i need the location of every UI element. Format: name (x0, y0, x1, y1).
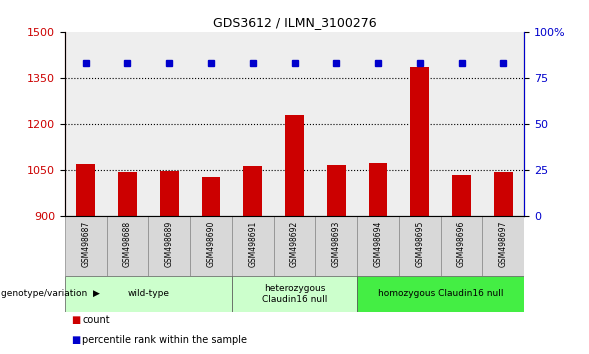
Text: GSM498692: GSM498692 (290, 221, 299, 267)
Text: GSM498697: GSM498697 (499, 221, 508, 267)
Bar (118, 172, 137, 216)
Text: GSM498690: GSM498690 (207, 221, 216, 267)
Bar (232, 216, 274, 276)
Bar (107, 216, 148, 276)
Bar (482, 216, 524, 276)
Text: GSM498689: GSM498689 (165, 221, 174, 267)
Text: GSM498693: GSM498693 (332, 221, 341, 267)
Bar (160, 171, 178, 216)
Bar (274, 216, 315, 276)
Bar (77, 164, 95, 216)
Text: genotype/variation  ▶: genotype/variation ▶ (1, 289, 100, 298)
Bar (452, 175, 471, 216)
Bar (285, 115, 304, 216)
Bar (399, 216, 441, 276)
Title: GDS3612 / ILMN_3100276: GDS3612 / ILMN_3100276 (213, 16, 376, 29)
Text: GSM498696: GSM498696 (457, 221, 466, 267)
Text: homozygous Claudin16 null: homozygous Claudin16 null (378, 289, 504, 298)
Bar (190, 216, 232, 276)
Bar (201, 177, 220, 216)
Bar (65, 276, 232, 312)
Bar (357, 276, 524, 312)
Text: GSM498695: GSM498695 (415, 221, 424, 267)
Bar (411, 67, 429, 216)
Text: GSM498687: GSM498687 (81, 221, 90, 267)
Bar (441, 216, 482, 276)
Text: GSM498688: GSM498688 (123, 221, 132, 267)
Text: ■: ■ (71, 335, 80, 344)
Text: GSM498694: GSM498694 (373, 221, 382, 267)
Bar (327, 165, 346, 216)
Bar (65, 216, 107, 276)
Bar (357, 216, 399, 276)
Bar (148, 216, 190, 276)
Bar (494, 172, 512, 216)
Text: heterozygous
Claudin16 null: heterozygous Claudin16 null (262, 284, 327, 303)
Bar (232, 276, 357, 312)
Text: percentile rank within the sample: percentile rank within the sample (82, 335, 247, 344)
Text: wild-type: wild-type (127, 289, 169, 298)
Bar (315, 216, 357, 276)
Bar (369, 163, 388, 216)
Text: ■: ■ (71, 315, 80, 325)
Bar (243, 166, 262, 216)
Text: count: count (82, 315, 110, 325)
Text: GSM498691: GSM498691 (248, 221, 257, 267)
